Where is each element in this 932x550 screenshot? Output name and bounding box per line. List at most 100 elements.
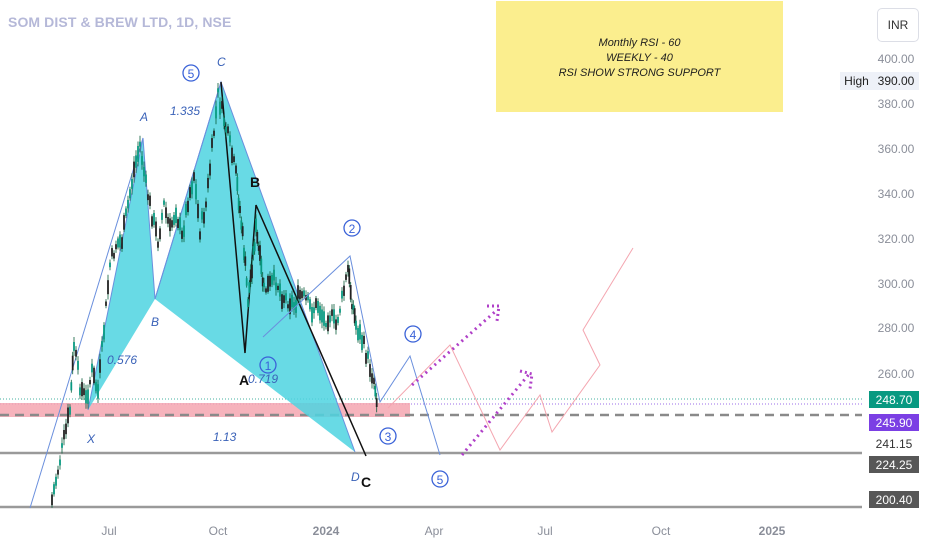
candle-body [171, 220, 173, 228]
candle-body [257, 245, 260, 251]
price-label-200-40: 200.40 [869, 491, 919, 508]
candle-body [205, 201, 207, 208]
candle-body [309, 299, 311, 310]
candle-body [70, 382, 73, 391]
x-tick-label: Oct [209, 524, 228, 538]
candle-body [367, 351, 369, 359]
currency-selector[interactable]: INR [877, 8, 919, 42]
candle-body [355, 320, 357, 330]
harmonic-diagonal-bc [154, 81, 222, 300]
candle-body [121, 237, 123, 249]
svg-text:224.25: 224.25 [876, 458, 913, 472]
candle-body [240, 220, 243, 230]
horizontal-levels [0, 398, 862, 509]
high-label: High [840, 72, 873, 90]
pattern-label-d: D [351, 470, 360, 484]
candle-body [95, 381, 97, 392]
candle-body [313, 307, 315, 314]
candle-body [217, 88, 219, 93]
candle-body [137, 146, 139, 162]
candle-body [259, 245, 261, 261]
candle-body [185, 204, 187, 215]
candle-body [83, 388, 85, 396]
candle-body [269, 275, 271, 287]
candle-body [91, 363, 93, 373]
candle-body [315, 298, 317, 308]
candle-body [221, 101, 223, 109]
candle-body [281, 294, 283, 309]
candle-body [261, 277, 264, 287]
candle-body [195, 184, 197, 200]
candle-body [359, 324, 361, 340]
candle-body [59, 459, 61, 466]
candle-body [361, 334, 363, 351]
wave-paths [262, 247, 634, 456]
candle-body [277, 285, 279, 290]
candle-body [371, 373, 373, 384]
svg-text:245.90: 245.90 [876, 416, 913, 430]
candle-body [87, 389, 89, 404]
candle-body [207, 177, 209, 189]
candle-body [169, 218, 171, 232]
y-tick-label: 260.00 [878, 367, 915, 381]
candle-body [339, 308, 341, 313]
abc-label-c: C [361, 474, 371, 490]
candle-body [287, 304, 289, 309]
candle-body [348, 268, 351, 284]
candle-body [255, 218, 257, 233]
y-tick-label: 360.00 [878, 142, 915, 156]
candle-body [55, 476, 57, 486]
candle-body [227, 126, 229, 134]
chart-title: SOM DIST & BREW LTD, 1D, NSE [8, 14, 232, 30]
abc-label-b: B [250, 174, 260, 190]
price-labels: 248.70 245.90 241.15 224.25 200.40 [869, 391, 919, 508]
x-tick-label: Jul [101, 524, 116, 538]
candle-body [347, 264, 349, 273]
wave-path-projection [387, 247, 634, 451]
svg-text:1: 1 [265, 359, 272, 373]
candle-body [337, 317, 339, 323]
wave-labels: 1 2 3 4 5 5 [182, 64, 449, 488]
candle-body [267, 275, 269, 292]
candle-body [265, 288, 267, 293]
candle-body [193, 172, 195, 181]
price-label-224-25: 224.25 [869, 456, 919, 473]
candle-body [375, 398, 378, 407]
wave-label-4: 4 [404, 325, 422, 343]
candle-body [165, 207, 167, 218]
candle-body [223, 117, 225, 126]
ratio-label-0-576: 0.576 [107, 353, 137, 367]
wave-path-main [262, 255, 441, 456]
rsi-note-box: Monthly RSI - 60 WEEKLY - 40 RSI SHOW ST… [496, 1, 783, 112]
candle-body [233, 156, 235, 162]
x-axis: Jul Oct 2024 Apr Jul Oct 2025 [101, 524, 785, 538]
candle-body [89, 380, 91, 385]
candle-body [256, 232, 259, 244]
candle-body [229, 135, 231, 143]
candle-body [155, 221, 157, 237]
candle-body [209, 163, 211, 176]
y-tick-label: 400.00 [878, 52, 915, 66]
candle-body [283, 295, 285, 303]
candle-body [244, 256, 247, 266]
candle-body [141, 156, 143, 165]
candle-body [117, 238, 119, 248]
candle-body [115, 244, 117, 250]
candle-body [215, 106, 217, 119]
candle-body [133, 161, 135, 178]
candle-body [231, 147, 233, 163]
candle-body [103, 325, 105, 340]
candle-body [151, 216, 153, 227]
candles [51, 83, 378, 508]
candle-body [349, 285, 352, 300]
candle-body [239, 206, 241, 213]
ratio-label-0-719: 0.719 [248, 372, 278, 386]
candle-body [131, 178, 133, 189]
y-tick-label: 340.00 [878, 187, 915, 201]
candle-body [301, 291, 303, 299]
candle-body [245, 278, 248, 286]
candle-body [113, 252, 115, 259]
candle-body [203, 212, 205, 224]
candle-body [97, 384, 99, 399]
